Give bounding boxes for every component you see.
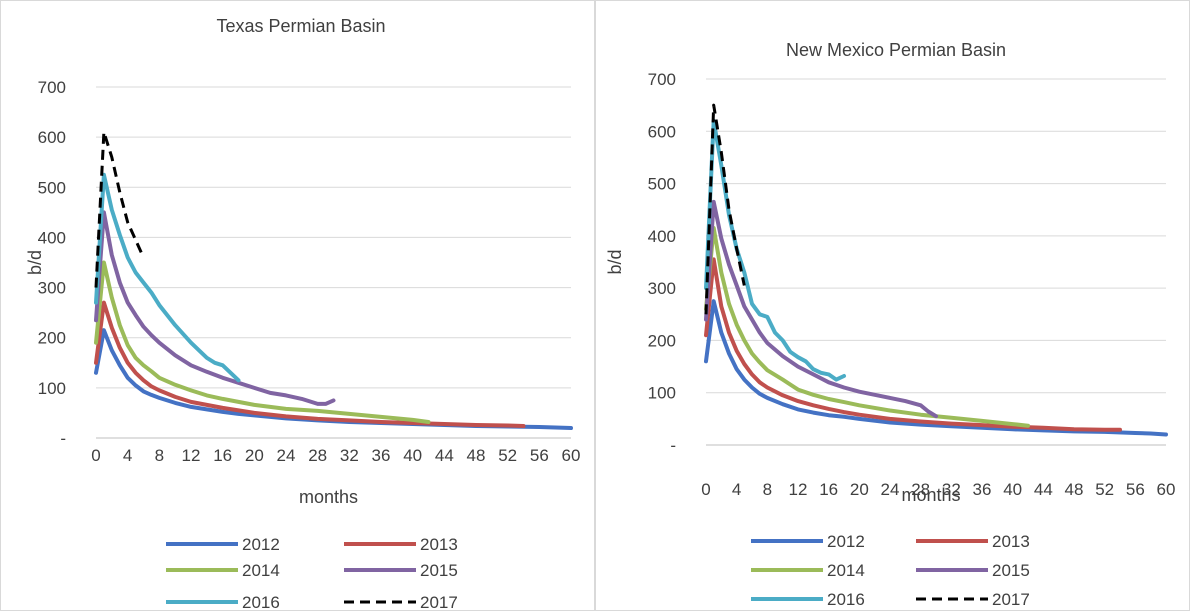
x-tick-label: 28: [308, 446, 327, 465]
x-axis-title: months: [299, 487, 358, 507]
legend-label-2015: 2015: [992, 561, 1030, 580]
y-tick-label: 700: [38, 78, 66, 97]
x-axis-title: months: [901, 485, 960, 505]
x-tick-label: 44: [435, 446, 454, 465]
y-axis-title: b/d: [605, 249, 625, 274]
x-tick-label: 44: [1034, 480, 1053, 499]
x-tick-label: 4: [732, 480, 741, 499]
series-line-2013: [704, 257, 1122, 432]
series-line-2014: [704, 226, 1030, 428]
x-tick-label: 56: [1126, 480, 1145, 499]
series-line-2012: [704, 299, 1168, 437]
x-tick-label: 20: [245, 446, 264, 465]
y-tick-label: 300: [38, 279, 66, 298]
x-tick-label: 8: [763, 480, 772, 499]
x-tick-label: 28: [911, 480, 930, 499]
y-tick-label: 400: [38, 228, 66, 247]
series-line-2013: [94, 300, 526, 428]
legend-label-2012: 2012: [242, 535, 280, 554]
x-tick-label: 56: [530, 446, 549, 465]
y-tick-label: -: [60, 429, 66, 448]
chart-panel-texas: Texas Permian Basin -100 200 300 400 500 600 70…: [0, 0, 595, 612]
legend-label-2017: 2017: [420, 593, 458, 612]
y-tick-label: 500: [38, 178, 66, 197]
x-tick-label: 36: [372, 446, 391, 465]
x-tick-label: 60: [1157, 480, 1176, 499]
y-tick-label: -: [670, 436, 676, 455]
legend-label-2016: 2016: [827, 590, 865, 609]
y-tick-label: 600: [648, 122, 676, 141]
y-tick-label: 600: [38, 128, 66, 147]
series-line-2015: [704, 199, 938, 419]
x-tick-label: 12: [789, 480, 808, 499]
x-tick-label: 24: [277, 446, 296, 465]
chart-texas: Texas Permian Basin-10020030040050060070…: [25, 16, 581, 612]
y-tick-label: 200: [38, 329, 66, 348]
x-tick-label: 20: [850, 480, 869, 499]
legend-label-2016: 2016: [242, 593, 280, 612]
x-tick-label: 60: [562, 446, 581, 465]
x-tick-label: 0: [91, 446, 100, 465]
x-tick-label: 16: [213, 446, 232, 465]
y-tick-label: 500: [648, 175, 676, 194]
x-tick-label: 24: [881, 480, 900, 499]
y-axis-title: b/d: [25, 250, 45, 275]
y-tick-label: 100: [648, 384, 676, 403]
x-tick-label: 40: [403, 446, 422, 465]
x-tick-label: 48: [1065, 480, 1084, 499]
y-tick-label: 100: [38, 379, 66, 398]
series-line-2014: [94, 260, 431, 424]
chart-new-mexico: New Mexico Permian Basin-100200300400500…: [605, 40, 1176, 609]
x-tick-label: 16: [819, 480, 838, 499]
chart-title: Texas Permian Basin: [216, 16, 385, 36]
x-tick-label: 32: [340, 446, 359, 465]
x-tick-label: 48: [467, 446, 486, 465]
x-tick-label: 36: [973, 480, 992, 499]
legend-label-2012: 2012: [827, 532, 865, 551]
y-tick-label: 700: [648, 70, 676, 89]
chart-title: New Mexico Permian Basin: [786, 40, 1006, 60]
x-tick-label: 40: [1003, 480, 1022, 499]
legend-label-2014: 2014: [242, 561, 280, 580]
y-tick-label: 300: [648, 279, 676, 298]
x-tick-label: 32: [942, 480, 961, 499]
legend-label-2015: 2015: [420, 561, 458, 580]
x-tick-label: 52: [1095, 480, 1114, 499]
y-tick-label: 200: [648, 331, 676, 350]
series-line-2015: [94, 210, 336, 406]
y-tick-label: 400: [648, 227, 676, 246]
x-tick-label: 52: [498, 446, 517, 465]
legend-label-2013: 2013: [420, 535, 458, 554]
series-line-2016: [94, 172, 241, 383]
legend-label-2017: 2017: [992, 590, 1030, 609]
legend-label-2013: 2013: [992, 532, 1030, 551]
x-tick-label: 0: [701, 480, 710, 499]
chart-panel-new-mexico: New Mexico Permian Basin -100 200 300 400 500…: [595, 0, 1190, 611]
legend-label-2014: 2014: [827, 561, 865, 580]
x-tick-label: 8: [155, 446, 164, 465]
x-tick-label: 12: [182, 446, 201, 465]
x-tick-label: 4: [123, 446, 132, 465]
series-line-2017: [704, 103, 746, 315]
